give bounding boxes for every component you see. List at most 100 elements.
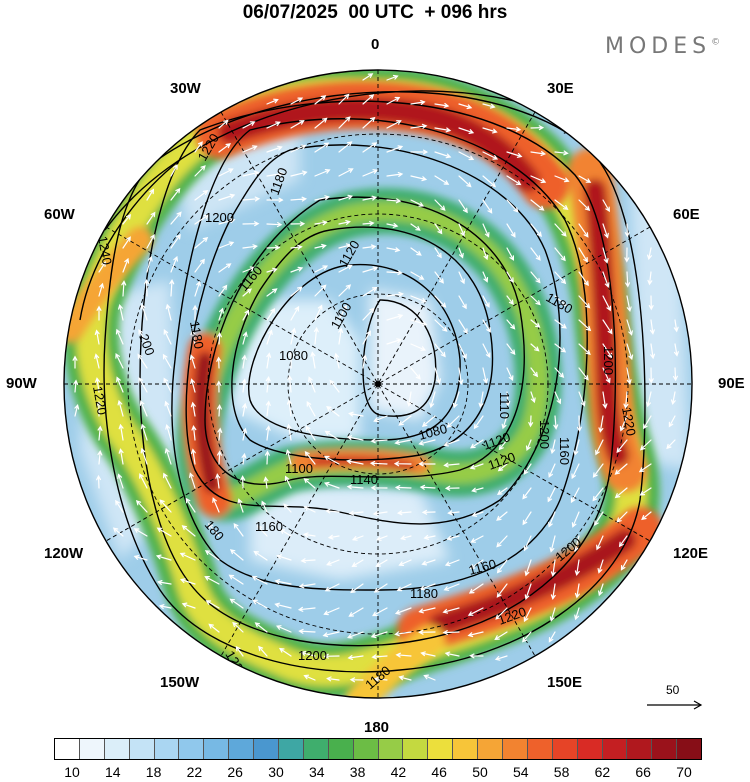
wind-arrow — [217, 331, 222, 345]
contour-label: 1180 — [410, 586, 438, 601]
wind-arrow — [314, 243, 327, 249]
wind-arrow — [290, 170, 308, 177]
wind-arrow — [266, 245, 281, 251]
wind-arrow — [578, 199, 591, 211]
wind-speed-field: 1240 1220 1200 1180 1160 1120 1100 1080 … — [64, 70, 692, 698]
wind-arrow — [194, 141, 203, 153]
wind-arrow — [614, 463, 628, 475]
wind-arrow — [434, 367, 441, 385]
wind-arrow — [140, 447, 148, 465]
wind-arrow — [204, 576, 220, 585]
wind-arrow — [274, 579, 292, 585]
wind-arrow — [348, 607, 364, 617]
colorbar-swatch — [229, 739, 255, 759]
wind-arrow — [324, 583, 340, 592]
wind-arrow — [216, 380, 222, 393]
wind-arrow — [218, 284, 228, 297]
wind-arrow — [467, 607, 484, 616]
colorbar-swatch — [453, 739, 479, 759]
wind-arrow — [370, 438, 388, 444]
wind-arrow — [350, 583, 364, 594]
wind-arrow — [194, 214, 210, 225]
wind-arrow — [274, 602, 292, 609]
wind-arrow — [578, 247, 588, 263]
wind-arrow — [194, 165, 206, 177]
wind-arrow — [643, 415, 652, 430]
wind-arrow — [362, 94, 375, 105]
wind-arrow — [386, 198, 402, 204]
wind-arrow — [165, 424, 172, 441]
wind-arrow — [616, 511, 628, 523]
wind-arrow — [290, 120, 305, 129]
wind-arrow — [362, 307, 375, 321]
wind-arrow — [314, 195, 330, 201]
wind-arrow — [469, 653, 484, 659]
wind-arrow — [394, 631, 412, 637]
wind-arrow — [241, 452, 247, 465]
wind-arrow — [619, 415, 628, 432]
wind-arrow — [573, 535, 580, 553]
wind-arrow — [434, 295, 447, 308]
wind-arrow — [434, 199, 446, 211]
wind-arrow — [205, 600, 220, 609]
wind-arrow — [139, 473, 148, 489]
wind-arrow — [521, 631, 532, 643]
wind-arrow — [473, 415, 484, 430]
wind-arrow — [94, 353, 100, 369]
wind-arrow — [369, 460, 388, 466]
wind-arrow — [146, 234, 155, 249]
colorbar-swatch — [602, 739, 628, 759]
wind-arrow — [458, 367, 464, 386]
colorbar-swatch — [353, 739, 379, 759]
wind-arrow — [258, 645, 268, 657]
colorbar-tick-label: 50 — [472, 764, 488, 780]
wind-arrow — [482, 223, 490, 238]
wind-arrow — [624, 247, 630, 263]
wind-arrow — [386, 247, 401, 253]
wind-arrow — [618, 535, 628, 548]
wind-arrow — [578, 223, 589, 238]
wind-arrow — [170, 233, 181, 249]
wind-arrow — [496, 535, 508, 548]
wind-arrow — [496, 583, 508, 598]
wind-arrow — [530, 343, 540, 352]
wind-arrow — [290, 221, 306, 227]
wind-arrow — [235, 645, 244, 657]
wind-arrow — [290, 327, 297, 345]
wind-arrow — [410, 295, 427, 303]
wind-arrow — [314, 220, 328, 226]
wind-arrow — [396, 583, 412, 592]
contour-label: 1240 — [95, 235, 115, 266]
wind-arrow — [523, 463, 532, 475]
wind-arrow — [419, 484, 436, 490]
wind-arrow — [351, 559, 364, 568]
wind-arrow — [229, 598, 244, 609]
wind-arrow — [571, 511, 580, 528]
wind-arrow — [495, 607, 508, 620]
wind-arrow — [265, 376, 271, 393]
brand-logo: MODES© — [605, 34, 720, 59]
wind-arrow — [386, 291, 404, 297]
wind-arrow — [394, 607, 412, 615]
wind-arrow — [524, 559, 532, 577]
wind-arrow — [418, 461, 436, 467]
wind-arrow — [242, 309, 250, 321]
wind-arrow — [530, 391, 536, 404]
colorbar-swatch — [677, 739, 702, 759]
wind-arrow — [144, 278, 150, 297]
wind-arrow — [602, 271, 610, 288]
wind-arrow — [550, 583, 556, 600]
wind-arrow — [115, 328, 124, 345]
wind-arrow — [170, 164, 178, 177]
wind-arrow — [530, 367, 539, 378]
colorbar-tick-label: 66 — [635, 764, 651, 780]
wind-arrow — [578, 343, 591, 356]
wind-arrow — [241, 354, 247, 369]
wind-arrow — [314, 142, 330, 153]
wind-arrow — [362, 169, 379, 177]
wind-arrow — [216, 404, 222, 417]
wind-arrow — [506, 319, 516, 330]
wind-arrow — [322, 631, 340, 638]
colorbar-swatch — [503, 739, 528, 759]
wind-arrow — [179, 578, 196, 585]
